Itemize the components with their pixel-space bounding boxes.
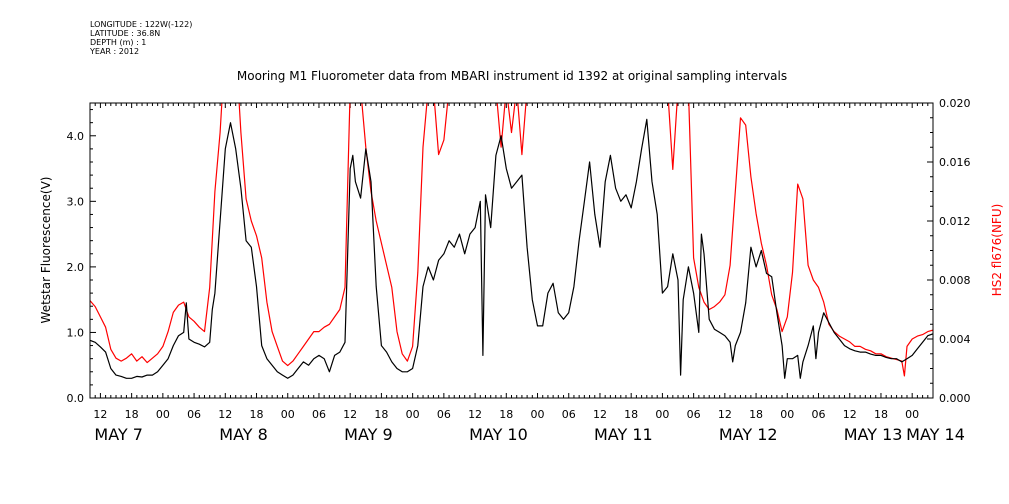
x-day-label: MAY 8: [219, 425, 268, 444]
y-left-tick-label: 0.0: [67, 392, 85, 405]
depth-text: DEPTH (m) : 1: [90, 38, 147, 47]
x-tick-label: 18: [250, 408, 264, 421]
y-left-tick-label: 1.0: [67, 326, 85, 339]
x-tick-label: 12: [843, 408, 857, 421]
y-right-tick-label: 0.008: [939, 274, 971, 287]
year-text: YEAR : 2012: [90, 47, 140, 56]
x-tick-label: 18: [874, 408, 888, 421]
chart-title: Mooring M1 Fluorometer data from MBARI i…: [237, 69, 787, 83]
x-day-label: MAY 7: [94, 425, 143, 444]
x-day-label: MAY 11: [594, 425, 653, 444]
x-tick-label: 06: [437, 408, 451, 421]
y-left-tick-label: 3.0: [67, 195, 85, 208]
series-line-hs2-fl676: [90, 103, 933, 377]
x-tick-label: 06: [312, 408, 326, 421]
x-tick-label: 06: [687, 408, 701, 421]
x-tick-label: 06: [187, 408, 201, 421]
x-tick-label: 00: [406, 408, 420, 421]
x-tick-label: 12: [593, 408, 607, 421]
y-left-tick-label: 2.0: [67, 261, 85, 274]
x-tick-label: 18: [499, 408, 513, 421]
x-tick-label: 00: [156, 408, 170, 421]
x-tick-label: 18: [624, 408, 638, 421]
metadata-block: LONGITUDE : 122W(-122) LATITUDE : 36.8N …: [90, 20, 192, 56]
series-layer: [90, 103, 933, 379]
y-right-tick-label: 0.020: [939, 97, 971, 110]
y-right-tick-label: 0.012: [939, 215, 971, 228]
axis-ticks: 12 18 00 06 12 18 00 06 12 18 00 06 12 18 00 06 12 18 00 06…: [67, 97, 971, 444]
x-tick-label: 12: [93, 408, 107, 421]
x-tick-label: 12: [343, 408, 357, 421]
x-tick-label: 18: [125, 408, 139, 421]
y-axis-left-label: Wetstar Fluorescence(V): [39, 177, 53, 324]
y-right-tick-label: 0.000: [939, 392, 971, 405]
y-right-tick-label: 0.004: [939, 333, 971, 346]
x-tick-label: 12: [718, 408, 732, 421]
y-right-tick-label: 0.016: [939, 156, 971, 169]
x-tick-label: 18: [374, 408, 388, 421]
x-day-label: MAY 9: [344, 425, 393, 444]
longitude-text: LONGITUDE : 122W(-122): [90, 20, 193, 29]
latitude-text: LATITUDE : 36.8N: [90, 29, 161, 38]
y-axis-right-label: HS2 fl676(NFU): [990, 204, 1004, 297]
x-day-label: MAY 10: [469, 425, 528, 444]
x-day-label: MAY 13: [844, 425, 903, 444]
y-left-tick-label: 4.0: [67, 130, 85, 143]
x-tick-label: 00: [905, 408, 919, 421]
x-tick-label: 12: [468, 408, 482, 421]
x-tick-label: 12: [218, 408, 232, 421]
x-tick-label: 18: [749, 408, 763, 421]
x-tick-label: 00: [780, 408, 794, 421]
x-day-label: MAY 12: [719, 425, 778, 444]
x-tick-label: 06: [562, 408, 576, 421]
x-tick-label: 00: [281, 408, 295, 421]
series-line-wetstar-fluorescence: [90, 118, 933, 379]
x-tick-label: 00: [655, 408, 669, 421]
x-tick-label: 00: [531, 408, 545, 421]
plot-frame: [89, 102, 934, 399]
x-day-label: MAY 14: [906, 425, 965, 444]
x-tick-label: 06: [812, 408, 826, 421]
